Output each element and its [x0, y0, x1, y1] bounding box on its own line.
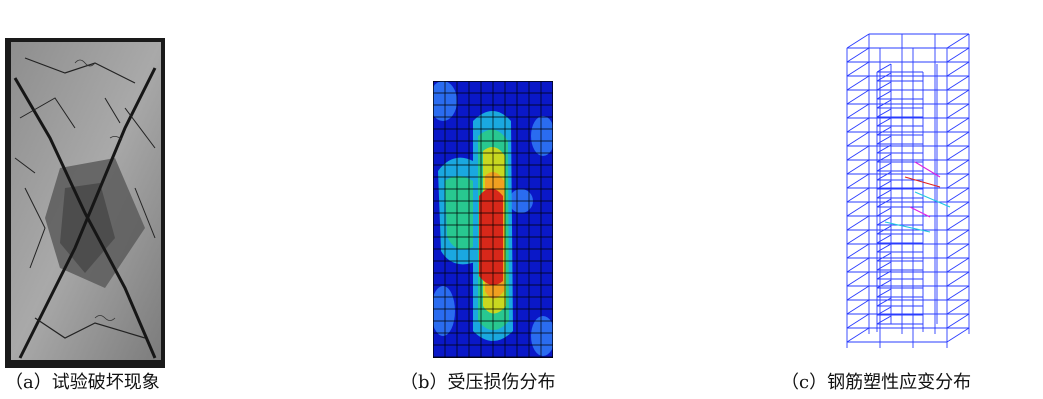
- caption-b: （b）受压损伤分布: [400, 372, 556, 393]
- caption-c: （c）钢筋塑性应变分布: [781, 372, 972, 393]
- specimen-photo: [5, 38, 165, 368]
- rebar-wireframe: [845, 12, 971, 370]
- caption-a: （a）试验破坏现象: [5, 372, 160, 393]
- damage-contour: [433, 81, 553, 358]
